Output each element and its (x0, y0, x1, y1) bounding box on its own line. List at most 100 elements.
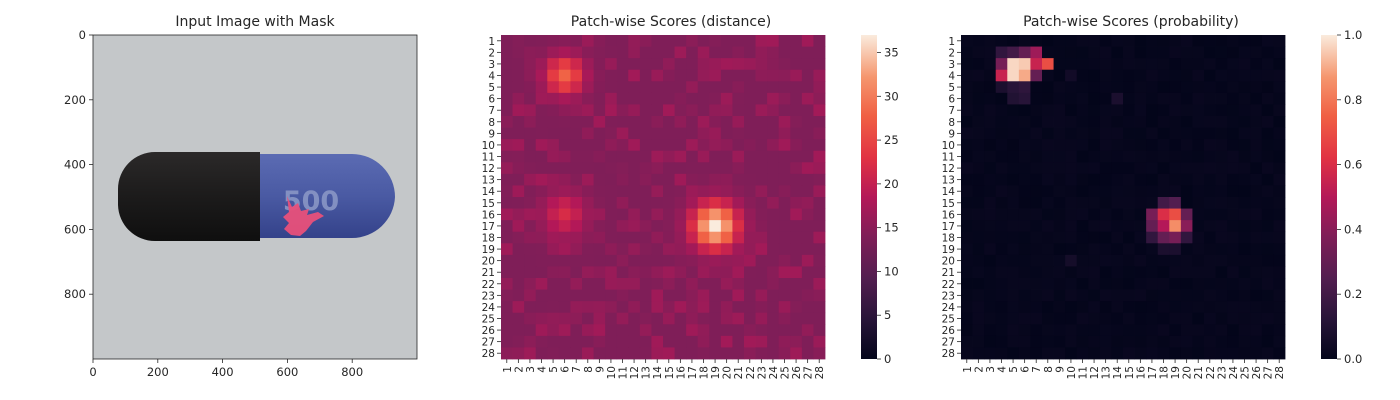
heatmap-cell (1007, 243, 1020, 256)
heatmap-cell (1192, 185, 1205, 198)
heatmap-cell (732, 335, 745, 348)
heatmap-cell (1273, 347, 1286, 360)
heatmap-cell (1238, 81, 1251, 94)
heatmap-cell (1123, 104, 1135, 117)
heatmap-cell (558, 127, 571, 140)
heatmap-cell (1192, 324, 1205, 337)
heatmap-cell (972, 104, 985, 117)
heatmap-cell (1180, 104, 1193, 117)
heatmap-col-label: 17 (687, 366, 699, 379)
heatmap-cell (1123, 231, 1135, 244)
heatmap-cell (1192, 35, 1205, 47)
heatmap-cell (570, 347, 583, 360)
heatmap-cell (697, 335, 710, 348)
heatmap-cell (651, 150, 664, 163)
heatmap-cell (605, 69, 618, 82)
heatmap-cell (732, 197, 745, 209)
heatmap-cell (558, 116, 571, 128)
heatmap-cell (995, 104, 1008, 117)
heatmap-cell (651, 324, 664, 337)
heatmap-cell (663, 208, 675, 221)
heatmap-cell (1192, 231, 1205, 244)
panel3-title: Patch-wise Scores (probability) (1023, 14, 1239, 30)
heatmap-cell (663, 278, 675, 290)
heatmap-cell (720, 35, 733, 47)
image-y-tick-label: 400 (64, 158, 86, 172)
heatmap-cell (1227, 139, 1240, 152)
heatmap-cell (697, 116, 710, 128)
heatmap-cell (961, 243, 973, 256)
heatmap-cell (767, 208, 780, 221)
heatmap-cell (512, 324, 525, 337)
heatmap-cell (984, 81, 997, 94)
heatmap-cell (558, 162, 571, 175)
heatmap-cell (570, 243, 583, 256)
heatmap-cell (732, 69, 745, 82)
heatmap-cell (1099, 324, 1112, 337)
heatmap-cell (616, 324, 629, 337)
heatmap-cell (1134, 185, 1147, 198)
heatmap-cell (1099, 266, 1112, 279)
heatmap-cell (616, 58, 629, 71)
panel-input-image: Input Image with Mask 500 0200400600800 … (64, 14, 418, 379)
heatmap-cell (790, 92, 803, 105)
heatmap-cell (651, 243, 664, 256)
heatmap-cell (697, 139, 710, 152)
heatmap-cell (767, 127, 780, 140)
heatmap-cell (524, 46, 537, 59)
heatmap-cell (790, 46, 803, 59)
heatmap-col-label: 4 (997, 366, 1009, 373)
heatmap-cell (1227, 58, 1240, 71)
heatmap-col-label: 7 (1031, 366, 1043, 373)
heatmap-cell (961, 139, 973, 152)
heatmap-cell (1238, 220, 1251, 233)
heatmap-cell (1018, 92, 1031, 105)
heatmap-cell (651, 254, 664, 267)
heatmap-cell (1076, 92, 1089, 105)
heatmap-cell (744, 150, 756, 163)
heatmap-cell (535, 139, 548, 152)
heatmap-col-label: 11 (1078, 366, 1090, 379)
heatmap-cell (1076, 162, 1089, 175)
heatmap-cell (813, 278, 826, 290)
heatmap-cell (697, 69, 710, 82)
heatmap-cell (1053, 220, 1066, 233)
heatmap-cell (535, 289, 548, 302)
heatmap-cell (1215, 139, 1228, 152)
heatmap-cell (1157, 81, 1170, 94)
heatmap-cell (1030, 324, 1043, 337)
heatmap-cell (732, 347, 745, 360)
heatmap-row-label: 13 (942, 175, 955, 187)
heatmap-cell (558, 81, 571, 94)
heatmap-cell (1111, 324, 1124, 337)
heatmap-cell (651, 92, 664, 105)
heatmap-cell (616, 173, 629, 186)
heatmap-cell (628, 92, 641, 105)
heatmap-cell (972, 139, 985, 152)
heatmap-cell (1030, 197, 1043, 209)
heatmap-cell (744, 116, 756, 128)
heatmap-cell (558, 35, 571, 47)
heatmap-cell (709, 116, 722, 128)
heatmap-cell (1042, 139, 1054, 152)
heatmap-cell (639, 312, 652, 325)
heatmap-cell (1215, 150, 1228, 163)
heatmap-cell (1007, 231, 1020, 244)
heatmap-cell (616, 116, 629, 128)
heatmap-cell (790, 104, 803, 117)
heatmap-cell (1215, 173, 1228, 186)
heatmap-cell (1123, 220, 1135, 233)
heatmap-cell (512, 289, 525, 302)
heatmap-cell (1065, 266, 1078, 279)
heatmap-cell (1204, 324, 1216, 337)
heatmap-col-label: 3 (525, 366, 537, 373)
heatmap-cell (616, 127, 629, 140)
heatmap-cell (755, 185, 768, 198)
heatmap-cell (570, 312, 583, 325)
heatmap-cell (1123, 197, 1135, 209)
heatmap-cell (732, 35, 745, 47)
heatmap-row-label: 25 (942, 314, 955, 326)
heatmap-cell (995, 208, 1008, 221)
heatmap-cell (984, 139, 997, 152)
heatmap-cell (961, 162, 973, 175)
